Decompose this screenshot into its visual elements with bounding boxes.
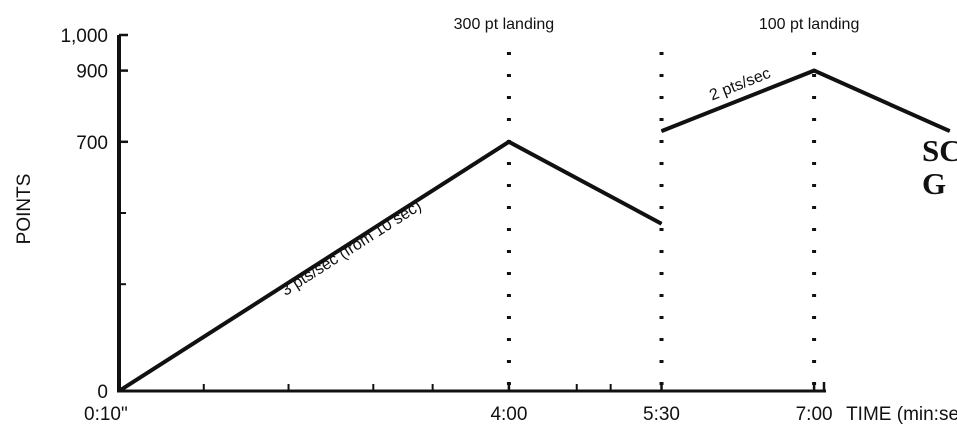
event-label: 300 pt landing (454, 16, 555, 33)
series-point (661, 130, 663, 132)
series-point (949, 130, 951, 132)
y-tick-label: 0 (97, 382, 108, 403)
x-axis-title: TIME (min:sec) (846, 404, 957, 425)
y-axis-title: POINTS (14, 174, 35, 245)
event-label: 100 pt landing (759, 16, 860, 33)
series (117, 68, 951, 393)
series-line (660, 68, 951, 133)
y-tick-label: 1,000 (60, 26, 108, 47)
slope-annotation: 3 pts/sec (from 10 sec) (278, 198, 424, 300)
x-tick-label: 4:00 (490, 404, 527, 425)
side-title-line-1: SC (922, 134, 957, 168)
series-line (117, 139, 663, 393)
series-point (813, 70, 815, 72)
x-tick-label: 7:00 (796, 404, 833, 425)
series-point (661, 223, 663, 225)
ticks: 0 700 900 1,000 0:10" 4:00 5:30 7:00 TIME (min:s… (60, 26, 957, 425)
y-tick-label: 900 (76, 62, 108, 83)
x-tick-label: 0:10" (84, 404, 128, 425)
side-title: SC G (922, 134, 957, 200)
x-tick-label: 5:30 (643, 404, 680, 425)
y-tick-label: 700 (76, 133, 108, 154)
annotations: 3 pts/sec (from 10 sec)2 pts/sec (278, 65, 773, 300)
series-point (508, 141, 510, 143)
event-lines: 300 pt landing 100 pt landing (454, 16, 860, 388)
side-title-line-2: G (922, 166, 947, 200)
